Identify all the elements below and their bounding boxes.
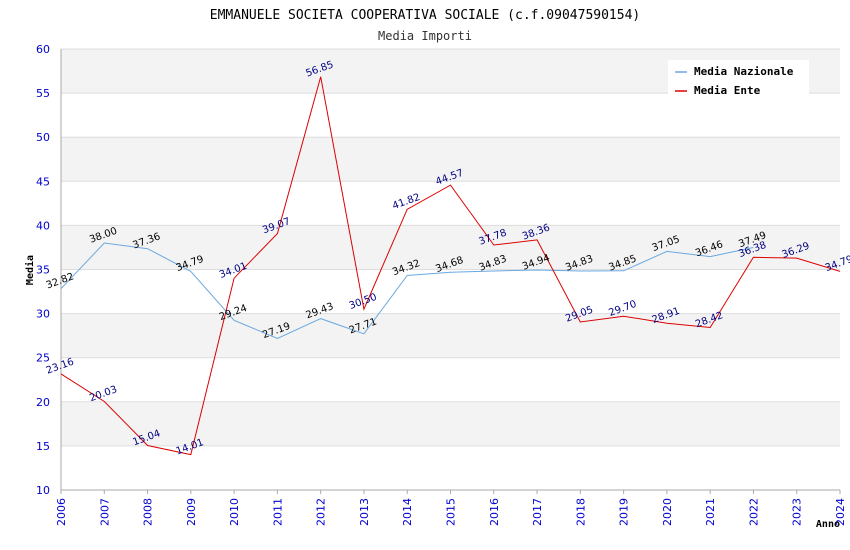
x-tick-label: 2022 (747, 498, 760, 526)
x-tick-label: 2011 (271, 498, 284, 526)
y-tick-label: 60 (36, 43, 50, 56)
chart-subtitle: Media Importi (378, 29, 472, 43)
y-tick-label: 45 (36, 175, 50, 188)
series-line-media-ente (60, 76, 841, 456)
y-tick-label: 10 (36, 484, 50, 497)
series-lines (60, 76, 841, 456)
x-tick-label: 2015 (445, 498, 458, 526)
y-tick-label: 25 (36, 352, 50, 365)
x-tick-label: 2014 (401, 498, 414, 526)
grid-band (61, 313, 840, 358)
y-axis-label: Media (24, 255, 36, 285)
x-axis-label: Anno (816, 519, 840, 530)
x-tick-label: 2017 (531, 498, 544, 526)
legend-label-media-ente: Media Ente (694, 84, 761, 97)
y-tick-label: 15 (36, 440, 50, 453)
grid-band (61, 225, 840, 270)
x-tick-label: 2013 (358, 498, 371, 526)
x-tick-label: 2006 (55, 498, 68, 526)
x-tick-label: 2021 (704, 498, 717, 526)
axes (60, 49, 841, 494)
y-tick-label: 40 (36, 219, 50, 232)
x-tick-label: 2019 (618, 498, 631, 526)
legend-label-media-nazionale: Media Nazionale (694, 65, 794, 78)
x-tick-label: 2012 (315, 498, 328, 526)
legend-box (668, 60, 809, 98)
x-tick-label: 2008 (142, 498, 155, 526)
x-tick-label: 2023 (791, 498, 804, 526)
x-tick-label: 2024 (834, 498, 847, 526)
series-line-media-nazionale (60, 242, 754, 339)
x-tick-label: 2016 (488, 498, 501, 526)
x-tick-label: 2020 (661, 498, 674, 526)
y-tick-label: 50 (36, 131, 50, 144)
grid-band (61, 401, 840, 446)
y-tick-label: 35 (36, 264, 50, 277)
x-tick-label: 2010 (228, 498, 241, 526)
tick-labels: 10 15 20 25 30 35 40 45 50 55 60 2006 2007 2008 2009 20… (36, 43, 847, 526)
x-tick-label: 2018 (574, 498, 587, 526)
grid-band (61, 137, 840, 182)
y-tick-label: 30 (36, 308, 50, 321)
y-tick-label: 20 (36, 396, 50, 409)
y-tick-label: 55 (36, 87, 50, 100)
chart-title: EMMANUELE SOCIETA COOPERATIVA SOCIALE (c… (210, 8, 640, 23)
legend: Media Nazionale Media Ente (668, 60, 809, 98)
x-tick-label: 2007 (98, 498, 111, 526)
x-tick-label: 2009 (185, 498, 198, 526)
